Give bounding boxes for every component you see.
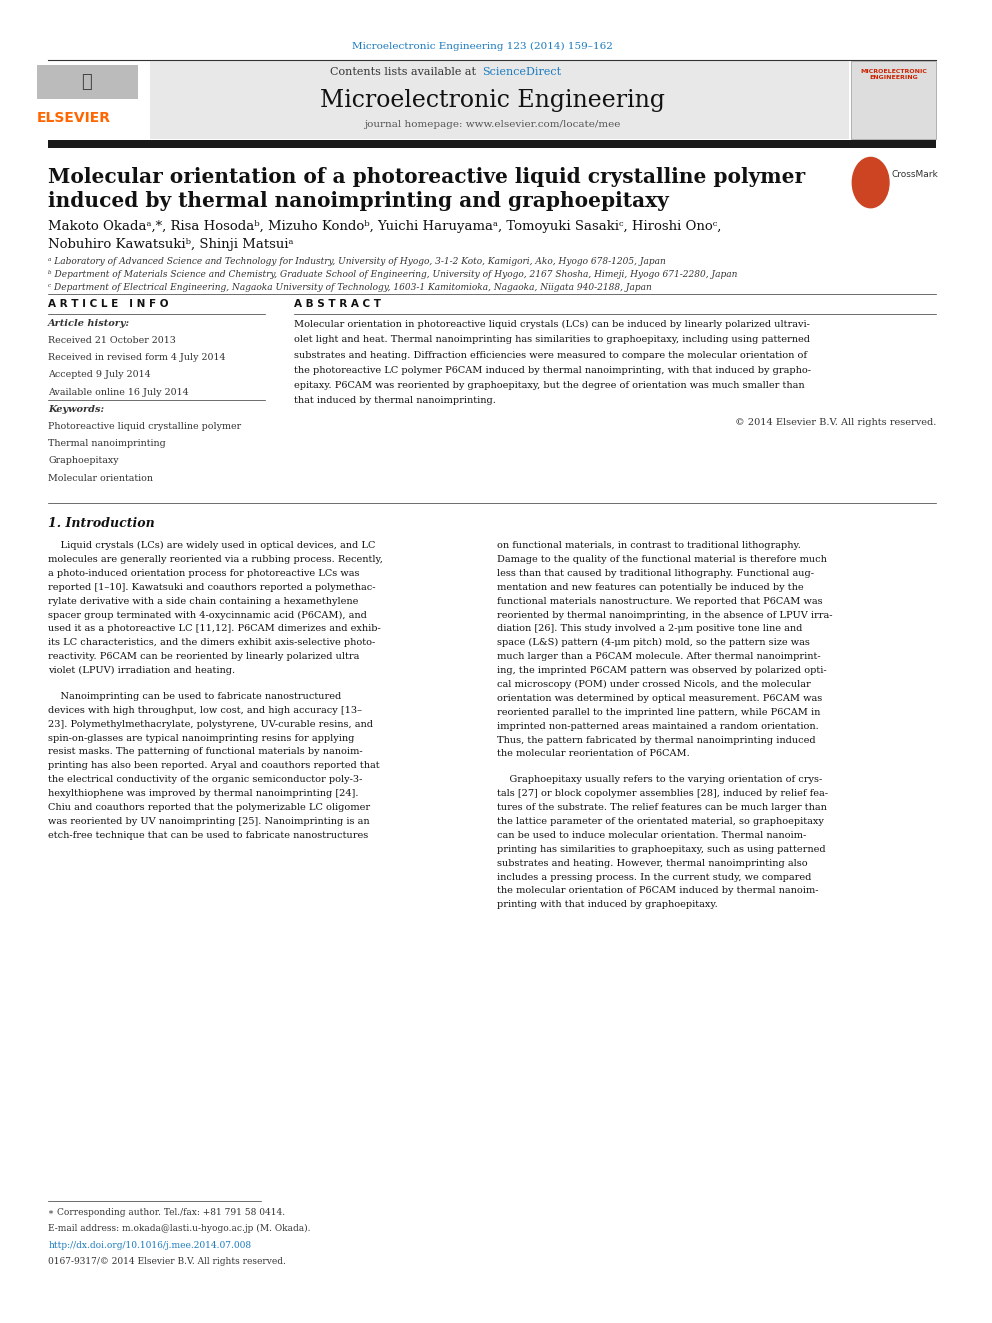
Circle shape bbox=[852, 157, 889, 208]
Text: journal homepage: www.elsevier.com/locate/mee: journal homepage: www.elsevier.com/locat… bbox=[364, 120, 620, 130]
Text: 1. Introduction: 1. Introduction bbox=[49, 517, 155, 531]
Text: MICROELECTRONIC
ENGINEERING: MICROELECTRONIC ENGINEERING bbox=[860, 69, 928, 79]
Text: ∗ Corresponding author. Tel./fax: +81 791 58 0414.: ∗ Corresponding author. Tel./fax: +81 79… bbox=[49, 1208, 286, 1217]
Text: tals [27] or block copolymer assemblies [28], induced by relief fea-: tals [27] or block copolymer assemblies … bbox=[497, 789, 828, 798]
Text: its LC characteristics, and the dimers exhibit axis-selective photo-: its LC characteristics, and the dimers e… bbox=[49, 639, 376, 647]
Text: induced by thermal nanoimprinting and graphoepitaxy: induced by thermal nanoimprinting and gr… bbox=[49, 191, 669, 210]
Text: diation [26]. This study involved a 2-μm positive tone line and: diation [26]. This study involved a 2-μm… bbox=[497, 624, 803, 634]
Text: much larger than a P6CAM molecule. After thermal nanoimprint-: much larger than a P6CAM molecule. After… bbox=[497, 652, 820, 662]
Text: molecules are generally reoriented via a rubbing process. Recently,: molecules are generally reoriented via a… bbox=[49, 556, 383, 564]
Text: Received 21 October 2013: Received 21 October 2013 bbox=[49, 336, 177, 345]
Text: Molecular orientation of a photoreactive liquid crystalline polymer: Molecular orientation of a photoreactive… bbox=[49, 167, 806, 187]
Bar bbox=[49, 140, 936, 148]
Text: the molecular reorientation of P6CAM.: the molecular reorientation of P6CAM. bbox=[497, 749, 689, 758]
Text: reactivity. P6CAM can be reoriented by linearly polarized ultra: reactivity. P6CAM can be reoriented by l… bbox=[49, 652, 360, 662]
Text: Chiu and coauthors reported that the polymerizable LC oligomer: Chiu and coauthors reported that the pol… bbox=[49, 803, 370, 812]
Text: Makoto Okadaᵃ,*, Risa Hosodaᵇ, Mizuho Kondoᵇ, Yuichi Haruyamaᵃ, Tomoyuki Sasakiᶜ: Makoto Okadaᵃ,*, Risa Hosodaᵇ, Mizuho Ko… bbox=[49, 220, 721, 233]
Text: hexylthiophene was improved by thermal nanoimprinting [24].: hexylthiophene was improved by thermal n… bbox=[49, 789, 359, 798]
Text: A B S T R A C T: A B S T R A C T bbox=[295, 299, 381, 310]
Text: imprinted non-patterned areas maintained a random orientation.: imprinted non-patterned areas maintained… bbox=[497, 722, 818, 730]
Text: ᵃ Laboratory of Advanced Science and Technology for Industry, University of Hyog: ᵃ Laboratory of Advanced Science and Tec… bbox=[49, 257, 666, 266]
Text: used it as a photoreactive LC [11,12]. P6CAM dimerizes and exhib-: used it as a photoreactive LC [11,12]. P… bbox=[49, 624, 381, 634]
Text: spacer group terminated with 4-oxycinnamic acid (P6CAM), and: spacer group terminated with 4-oxycinnam… bbox=[49, 611, 367, 619]
Text: ing, the imprinted P6CAM pattern was observed by polarized opti-: ing, the imprinted P6CAM pattern was obs… bbox=[497, 667, 826, 675]
Text: Accepted 9 July 2014: Accepted 9 July 2014 bbox=[49, 370, 151, 380]
Text: Graphoepitaxy: Graphoepitaxy bbox=[49, 456, 119, 466]
Text: Molecular orientation in photoreactive liquid crystals (LCs) can be induced by l: Molecular orientation in photoreactive l… bbox=[295, 320, 810, 329]
Text: devices with high throughput, low cost, and high accuracy [13–: devices with high throughput, low cost, … bbox=[49, 706, 362, 714]
Text: ᵇ Department of Materials Science and Chemistry, Graduate School of Engineering,: ᵇ Department of Materials Science and Ch… bbox=[49, 270, 738, 279]
Text: substrates and heating. However, thermal nanoimprinting also: substrates and heating. However, thermal… bbox=[497, 859, 807, 868]
Text: http://dx.doi.org/10.1016/j.mee.2014.07.008: http://dx.doi.org/10.1016/j.mee.2014.07.… bbox=[49, 1241, 251, 1250]
Text: was reoriented by UV nanoimprinting [25]. Nanoimprinting is an: was reoriented by UV nanoimprinting [25]… bbox=[49, 818, 370, 826]
Text: mentation and new features can potentially be induced by the: mentation and new features can potential… bbox=[497, 582, 804, 591]
Text: 23]. Polymethylmethacrylate, polystyrene, UV-curable resins, and: 23]. Polymethylmethacrylate, polystyrene… bbox=[49, 720, 373, 729]
Text: ᶜ Department of Electrical Engineering, Nagaoka University of Technology, 1603-1: ᶜ Department of Electrical Engineering, … bbox=[49, 283, 652, 292]
Text: Microelectronic Engineering: Microelectronic Engineering bbox=[319, 89, 665, 111]
Text: Nanoimprinting can be used to fabricate nanostructured: Nanoimprinting can be used to fabricate … bbox=[49, 692, 341, 701]
Text: functional materials nanostructure. We reported that P6CAM was: functional materials nanostructure. We r… bbox=[497, 597, 822, 606]
Text: Thermal nanoimprinting: Thermal nanoimprinting bbox=[49, 439, 166, 448]
Text: Molecular orientation: Molecular orientation bbox=[49, 474, 153, 483]
Text: Nobuhiro Kawatsukiᵇ, Shinji Matsuiᵃ: Nobuhiro Kawatsukiᵇ, Shinji Matsuiᵃ bbox=[49, 238, 294, 251]
Text: reported [1–10]. Kawatsuki and coauthors reported a polymethac-: reported [1–10]. Kawatsuki and coauthors… bbox=[49, 582, 376, 591]
Text: © 2014 Elsevier B.V. All rights reserved.: © 2014 Elsevier B.V. All rights reserved… bbox=[735, 418, 936, 427]
Text: orientation was determined by optical measurement. P6CAM was: orientation was determined by optical me… bbox=[497, 693, 822, 703]
Text: printing has similarities to graphoepitaxy, such as using patterned: printing has similarities to graphoepita… bbox=[497, 845, 825, 853]
Text: can be used to induce molecular orientation. Thermal nanoim-: can be used to induce molecular orientat… bbox=[497, 831, 806, 840]
Bar bbox=[851, 61, 936, 139]
Text: epitaxy. P6CAM was reoriented by graphoepitaxy, but the degree of orientation wa: epitaxy. P6CAM was reoriented by graphoe… bbox=[295, 381, 806, 390]
Text: Keywords:: Keywords: bbox=[49, 405, 104, 414]
Text: violet (LPUV) irradiation and heating.: violet (LPUV) irradiation and heating. bbox=[49, 667, 235, 675]
Text: Thus, the pattern fabricated by thermal nanoimprinting induced: Thus, the pattern fabricated by thermal … bbox=[497, 736, 815, 745]
Text: Graphoepitaxy usually refers to the varying orientation of crys-: Graphoepitaxy usually refers to the vary… bbox=[497, 775, 822, 785]
Text: a photo-induced orientation process for photoreactive LCs was: a photo-induced orientation process for … bbox=[49, 569, 360, 578]
Text: Received in revised form 4 July 2014: Received in revised form 4 July 2014 bbox=[49, 353, 226, 363]
Text: the photoreactive LC polymer P6CAM induced by thermal nanoimprinting, with that : the photoreactive LC polymer P6CAM induc… bbox=[295, 365, 811, 374]
Text: Liquid crystals (LCs) are widely used in optical devices, and LC: Liquid crystals (LCs) are widely used in… bbox=[49, 541, 376, 550]
Text: E-mail address: m.okada@lasti.u-hyogo.ac.jp (M. Okada).: E-mail address: m.okada@lasti.u-hyogo.ac… bbox=[49, 1224, 310, 1233]
Text: the electrical conductivity of the organic semiconductor poly-3-: the electrical conductivity of the organ… bbox=[49, 775, 363, 785]
Text: Microelectronic Engineering 123 (2014) 159–162: Microelectronic Engineering 123 (2014) 1… bbox=[352, 42, 613, 52]
Text: etch-free technique that can be used to fabricate nanostructures: etch-free technique that can be used to … bbox=[49, 831, 368, 840]
Text: less than that caused by traditional lithography. Functional aug-: less than that caused by traditional lit… bbox=[497, 569, 814, 578]
Text: space (L&S) pattern (4-μm pitch) mold, so the pattern size was: space (L&S) pattern (4-μm pitch) mold, s… bbox=[497, 639, 810, 647]
Text: A R T I C L E   I N F O: A R T I C L E I N F O bbox=[49, 299, 169, 310]
Text: includes a pressing process. In the current study, we compared: includes a pressing process. In the curr… bbox=[497, 873, 811, 881]
Text: substrates and heating. Diffraction efficiencies were measured to compare the mo: substrates and heating. Diffraction effi… bbox=[295, 351, 807, 360]
Text: Available online 16 July 2014: Available online 16 July 2014 bbox=[49, 388, 188, 397]
Text: resist masks. The patterning of functional materials by nanoim-: resist masks. The patterning of function… bbox=[49, 747, 363, 757]
Text: ELSEVIER: ELSEVIER bbox=[37, 111, 111, 126]
Text: tures of the substrate. The relief features can be much larger than: tures of the substrate. The relief featu… bbox=[497, 803, 827, 812]
Text: Damage to the quality of the functional material is therefore much: Damage to the quality of the functional … bbox=[497, 556, 827, 564]
Text: 🌲: 🌲 bbox=[81, 73, 92, 91]
Text: spin-on-glasses are typical nanoimprinting resins for applying: spin-on-glasses are typical nanoimprinti… bbox=[49, 733, 354, 742]
Text: rylate derivative with a side chain containing a hexamethylene: rylate derivative with a side chain cont… bbox=[49, 597, 359, 606]
Text: printing has also been reported. Aryal and coauthors reported that: printing has also been reported. Aryal a… bbox=[49, 762, 380, 770]
Text: Photoreactive liquid crystalline polymer: Photoreactive liquid crystalline polymer bbox=[49, 422, 241, 431]
Text: Contents lists available at: Contents lists available at bbox=[330, 67, 480, 78]
Text: the molecular orientation of P6CAM induced by thermal nanoim-: the molecular orientation of P6CAM induc… bbox=[497, 886, 818, 896]
Text: reoriented parallel to the imprinted line pattern, while P6CAM in: reoriented parallel to the imprinted lin… bbox=[497, 708, 820, 717]
Text: cal microscopy (POM) under crossed Nicols, and the molecular: cal microscopy (POM) under crossed Nicol… bbox=[497, 680, 810, 689]
Text: that induced by thermal nanoimprinting.: that induced by thermal nanoimprinting. bbox=[295, 396, 496, 405]
FancyBboxPatch shape bbox=[150, 61, 849, 139]
Text: 0167-9317/© 2014 Elsevier B.V. All rights reserved.: 0167-9317/© 2014 Elsevier B.V. All right… bbox=[49, 1257, 286, 1266]
Text: ScienceDirect: ScienceDirect bbox=[483, 67, 561, 78]
Text: on functional materials, in contrast to traditional lithography.: on functional materials, in contrast to … bbox=[497, 541, 801, 550]
Text: the lattice parameter of the orientated material, so graphoepitaxy: the lattice parameter of the orientated … bbox=[497, 818, 824, 826]
Bar bbox=[37, 65, 138, 99]
Text: olet light and heat. Thermal nanoimprinting has similarities to graphoepitaxy, i: olet light and heat. Thermal nanoimprint… bbox=[295, 335, 810, 344]
Text: Article history:: Article history: bbox=[49, 319, 130, 328]
Text: CrossMark: CrossMark bbox=[892, 171, 938, 179]
Text: reoriented by thermal nanoimprinting, in the absence of LPUV irra-: reoriented by thermal nanoimprinting, in… bbox=[497, 611, 832, 619]
Text: printing with that induced by graphoepitaxy.: printing with that induced by graphoepit… bbox=[497, 901, 718, 909]
